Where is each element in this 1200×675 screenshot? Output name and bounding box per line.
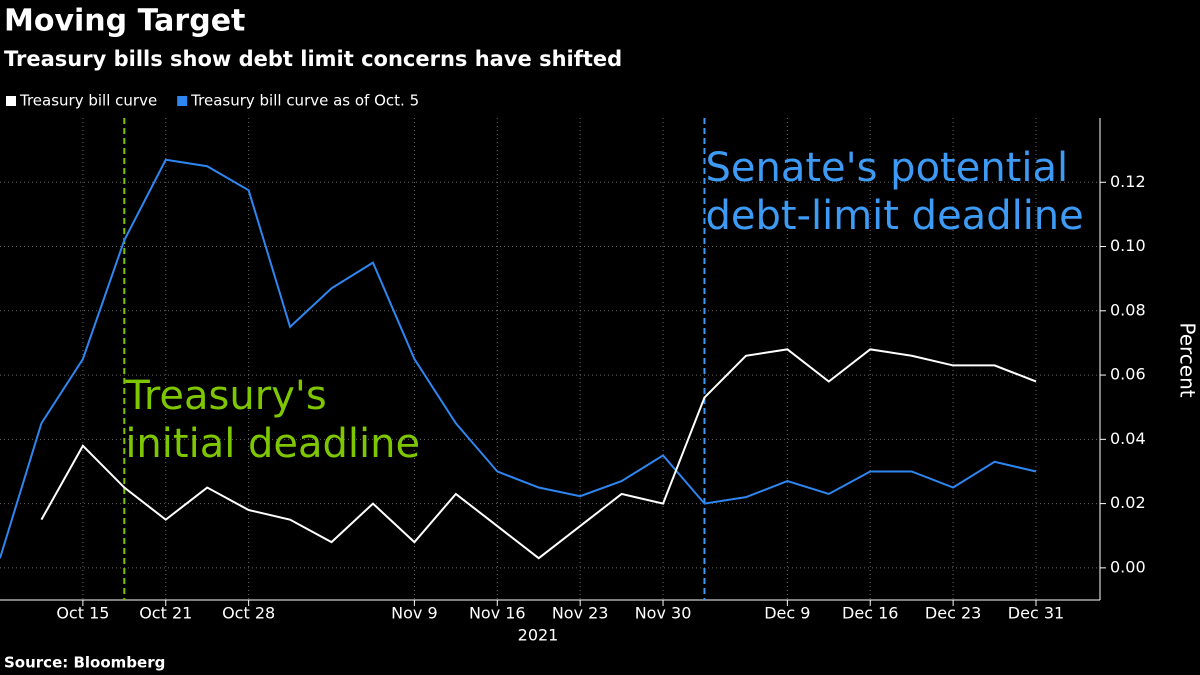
y-tick-label: 0.04 — [1110, 429, 1146, 448]
y-tick-label: 0.00 — [1110, 557, 1146, 576]
legend-swatch — [177, 96, 188, 106]
chart-title: Moving Target — [4, 4, 245, 39]
legend-swatch — [6, 96, 16, 106]
annotation: Senate's potential — [705, 145, 1068, 191]
legend-label: Treasury bill curve — [19, 92, 157, 110]
x-tick-label: Dec 16 — [842, 604, 898, 623]
series-line — [40, 348, 1037, 560]
x-tick-label: Dec 23 — [925, 604, 981, 623]
x-tick-label: Nov 30 — [635, 604, 692, 623]
y-tick-label: 0.10 — [1110, 236, 1146, 255]
x-tick-label: Nov 23 — [552, 604, 609, 623]
series-line — [0, 158, 1037, 559]
x-tick-label: Oct 21 — [139, 604, 192, 623]
y-tick-label: 0.02 — [1110, 493, 1146, 512]
y-tick-label: 0.06 — [1110, 365, 1146, 384]
y-tick-label: 0.08 — [1110, 300, 1146, 319]
x-axis-label: 2021 — [518, 626, 559, 645]
annotation: Treasury's — [124, 373, 326, 419]
x-tick-label: Oct 15 — [56, 604, 109, 623]
y-axis-label: Percent — [1176, 322, 1200, 397]
y-tick-label: 0.12 — [1110, 172, 1146, 191]
x-tick-label: Dec 31 — [1008, 604, 1064, 623]
annotation: initial deadline — [125, 421, 420, 467]
x-tick-label: Oct 28 — [222, 604, 275, 623]
x-tick-label: Dec 9 — [764, 604, 810, 623]
x-tick-label: Nov 9 — [391, 604, 438, 623]
source: Source: Bloomberg — [4, 654, 165, 672]
chart-subtitle: Treasury bills show debt limit concerns … — [4, 47, 622, 71]
legend-label: Treasury bill curve as of Oct. 5 — [190, 92, 419, 110]
annotation: debt-limit deadline — [705, 193, 1083, 239]
x-tick-label: Nov 16 — [469, 604, 526, 623]
